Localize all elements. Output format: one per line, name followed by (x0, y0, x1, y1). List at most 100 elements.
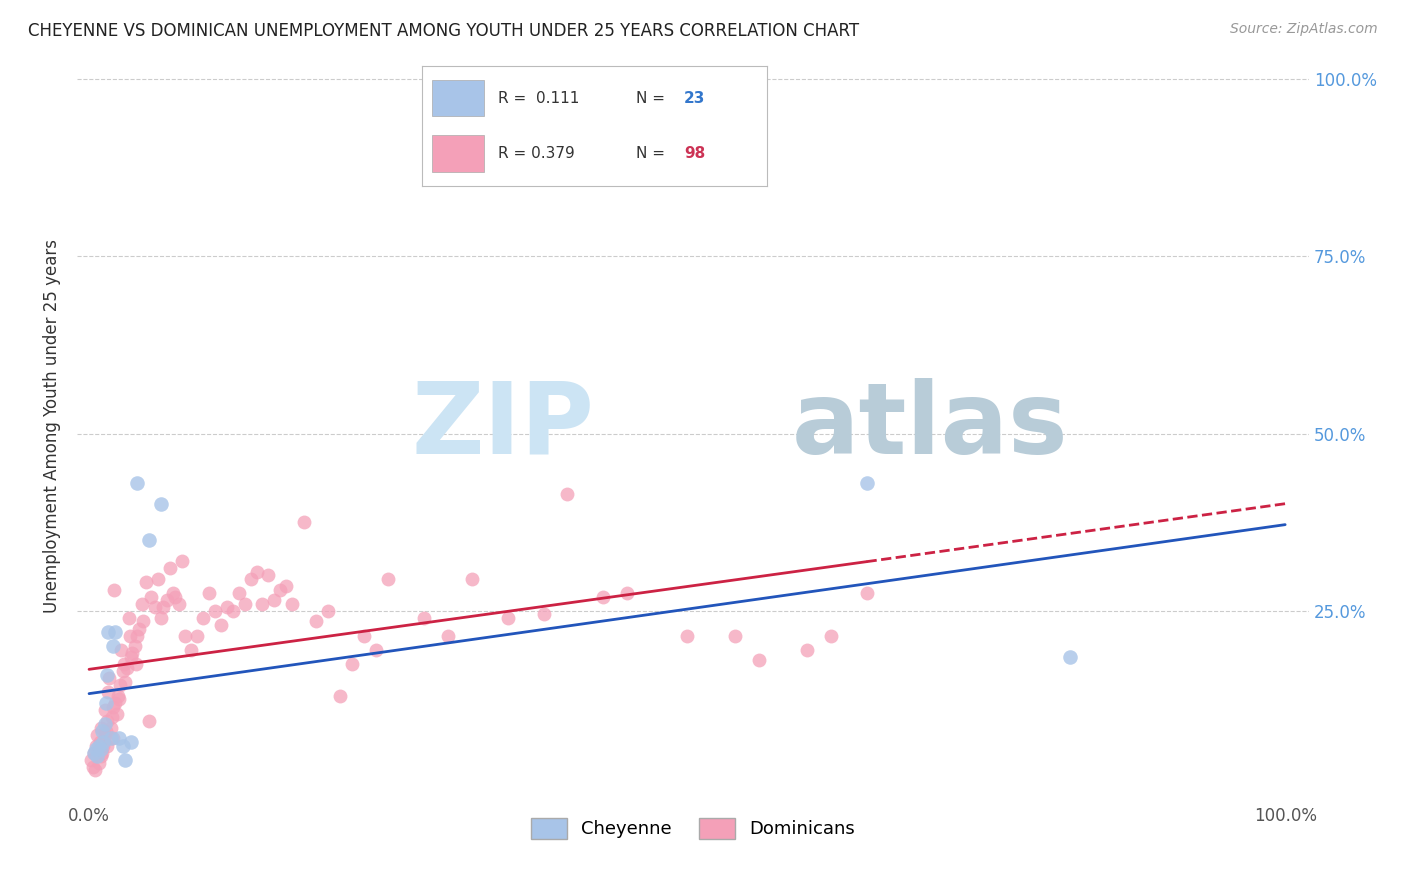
Point (366, 643, 388, 657)
Point (96, 739, 118, 753)
Point (124, 640, 146, 654)
Point (112, 657, 135, 671)
Point (148, 572, 170, 586)
Point (281, 597, 304, 611)
Point (100, 721, 122, 735)
Point (269, 582, 291, 597)
Point (94, 724, 117, 739)
Point (101, 710, 124, 724)
Point (276, 579, 298, 593)
Point (93, 703, 115, 717)
Point (138, 533, 160, 547)
Point (108, 678, 131, 692)
Point (209, 618, 232, 632)
Point (93, 739, 115, 753)
Point (165, 590, 187, 604)
Point (121, 646, 143, 660)
Point (413, 611, 436, 625)
Y-axis label: Unemployment Among Youth under 25 years: Unemployment Among Youth under 25 years (44, 239, 60, 614)
Point (1059, 649, 1081, 664)
Point (305, 615, 328, 629)
Point (97, 625, 120, 640)
Point (135, 575, 157, 590)
Point (120, 649, 142, 664)
Point (855, 586, 877, 600)
Point (204, 604, 226, 618)
Text: Source: ZipAtlas.com: Source: ZipAtlas.com (1230, 22, 1378, 37)
Point (104, 625, 127, 640)
Point (152, 600, 174, 615)
Point (149, 611, 172, 625)
Point (820, 629, 842, 643)
Point (120, 735, 142, 749)
Point (108, 731, 131, 746)
Point (96, 667, 118, 681)
Point (89, 735, 111, 749)
Point (80, 753, 103, 767)
Point (592, 590, 614, 604)
Point (149, 498, 172, 512)
Point (125, 657, 148, 671)
Point (257, 568, 280, 582)
Point (98, 671, 121, 685)
Point (180, 643, 202, 657)
Point (143, 600, 166, 615)
Point (724, 629, 747, 643)
Point (100, 731, 122, 746)
Text: CHEYENNE VS DOMINICAN UNEMPLOYMENT AMONG YOUTH UNDER 25 YEARS CORRELATION CHART: CHEYENNE VS DOMINICAN UNEMPLOYMENT AMONG… (28, 22, 859, 40)
Point (90, 749, 112, 764)
Point (221, 604, 243, 618)
Point (197, 586, 219, 600)
Point (97, 685, 120, 699)
Point (191, 611, 214, 625)
Point (167, 597, 190, 611)
Point (111, 664, 134, 678)
Point (437, 629, 460, 643)
Point (329, 689, 352, 703)
Point (125, 629, 148, 643)
Text: ZIP: ZIP (412, 378, 595, 475)
Point (252, 597, 274, 611)
Point (316, 604, 339, 618)
Point (101, 731, 124, 746)
Point (84, 764, 107, 778)
Point (86, 728, 108, 742)
Point (340, 657, 363, 671)
Point (90, 721, 112, 735)
Point (82, 760, 104, 774)
Point (156, 593, 179, 607)
Legend: Cheyenne, Dominicans: Cheyenne, Dominicans (523, 811, 863, 846)
Point (228, 586, 250, 600)
Point (141, 590, 163, 604)
Point (215, 600, 238, 615)
Point (104, 696, 127, 710)
Point (91, 746, 114, 760)
Point (353, 629, 375, 643)
Point (138, 714, 160, 728)
Point (90, 742, 112, 756)
Point (118, 629, 141, 643)
Point (132, 615, 155, 629)
Point (233, 597, 256, 611)
Point (101, 699, 124, 714)
Point (125, 476, 148, 491)
Point (105, 706, 128, 721)
Point (748, 653, 770, 667)
Point (93, 735, 115, 749)
Point (173, 629, 195, 643)
Point (114, 674, 136, 689)
Point (172, 554, 194, 568)
Point (676, 629, 699, 643)
Point (239, 572, 262, 586)
Point (110, 643, 132, 657)
Point (496, 611, 519, 625)
Point (162, 586, 184, 600)
Point (93, 728, 115, 742)
Point (557, 487, 579, 501)
Point (111, 739, 134, 753)
Point (292, 515, 315, 529)
Point (131, 597, 153, 611)
Point (83, 746, 105, 760)
Text: atlas: atlas (792, 378, 1069, 475)
Point (263, 593, 285, 607)
